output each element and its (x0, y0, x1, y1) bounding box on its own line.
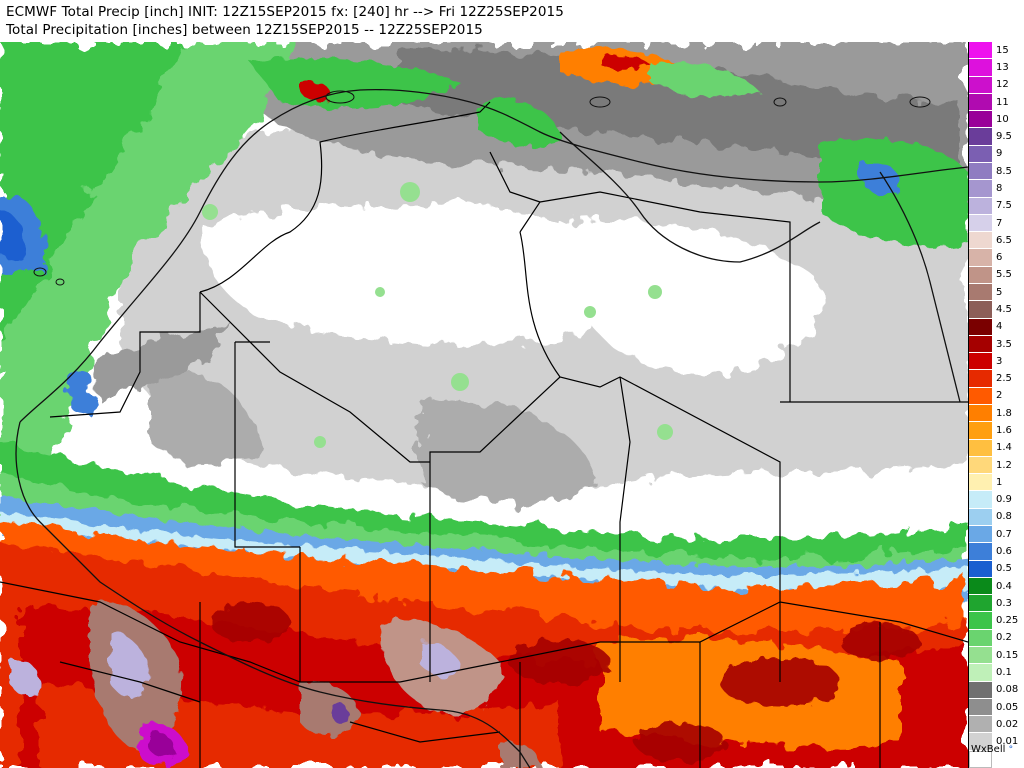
legend-swatch (969, 750, 992, 768)
legend-tick-label: 0.3 (996, 597, 1012, 609)
legend-swatch (969, 163, 992, 181)
legend-tick-label: 0.01 (996, 736, 1019, 748)
scattered-green-spots (202, 182, 673, 448)
legend-swatch (969, 664, 992, 682)
legend-tick-label: 6 (996, 252, 1003, 264)
legend-tick-label: 1 (996, 476, 1003, 488)
legend-swatch (969, 491, 992, 509)
legend-swatch (969, 526, 992, 544)
legend-swatch (969, 197, 992, 215)
legend-tick-label: 3.5 (996, 338, 1012, 350)
legend-tick-label: 0.8 (996, 511, 1012, 523)
legend-tick-label: 2 (996, 390, 1003, 402)
legend-swatch (969, 647, 992, 665)
legend-tick-label: 15 (996, 44, 1009, 56)
legend-swatch (969, 716, 992, 734)
map-header: ECMWF Total Precip [inch] INIT: 12Z15SEP… (0, 0, 968, 42)
extreme-precip-cores (10, 601, 540, 768)
legend-swatch (969, 59, 992, 77)
legend-tick-label: 0.15 (996, 649, 1019, 661)
legend-tick-label: 7 (996, 217, 1003, 229)
map-subtitle: Total Precipitation [inches] between 12Z… (6, 22, 483, 38)
legend-tick-label: 0.08 (996, 684, 1019, 696)
legend-tick-label: 2.5 (996, 373, 1012, 385)
legend-tick-label: 0.9 (996, 494, 1012, 506)
legend-swatch (969, 76, 992, 94)
country-borders (0, 101, 968, 768)
legend-swatch (969, 698, 992, 717)
legend-swatch (969, 577, 992, 596)
legend-swatch (969, 111, 992, 129)
legend-swatch (969, 335, 992, 354)
legend-swatch (969, 456, 992, 475)
legend-tick-label: 7.5 (996, 200, 1012, 212)
wxbell-logo: WxBell ° (971, 744, 1014, 755)
legend-swatch (969, 405, 992, 423)
legend-tick-label: 5 (996, 286, 1003, 298)
legend-tick-label: 0.05 (996, 701, 1019, 713)
legend-tick-label: 8 (996, 182, 1003, 194)
legend-swatch (969, 318, 992, 336)
legend-swatch (969, 439, 992, 457)
legend-tick-label: 1.4 (996, 442, 1012, 454)
legend-swatch (969, 543, 992, 561)
legend-tick-label: 4 (996, 321, 1003, 333)
legend-tick-label: 0.02 (996, 718, 1019, 730)
legend-tick-label: 6.5 (996, 234, 1012, 246)
sahara-light-precip (120, 115, 968, 505)
precipitation-legend: 15 13 12 11 10 9.5 9 8.5 8 7.5 7 6.5 6 5.5 5 4.5 4 3.5 3 2.… (969, 42, 1024, 768)
legend-swatch (969, 508, 992, 526)
legend-swatch (969, 681, 992, 699)
legend-tick-label: 1.6 (996, 424, 1012, 436)
legend-tick-label: 0.7 (996, 528, 1012, 540)
legend-swatch (969, 180, 992, 198)
legend-tick-label: 0.25 (996, 615, 1019, 627)
legend-swatch (969, 128, 992, 146)
legend-swatch (969, 629, 992, 647)
legend-tick-label: 3 (996, 355, 1003, 367)
legend-swatch (969, 232, 992, 250)
brand-text: WxBell (971, 744, 1006, 755)
legend-tick-label: 13 (996, 61, 1009, 73)
legend-swatch (969, 422, 992, 440)
legend-swatch (969, 387, 992, 405)
legend-swatch (969, 249, 992, 267)
legend-tick-label: 9.5 (996, 131, 1012, 143)
legend-swatch (969, 301, 992, 319)
legend-swatch (969, 42, 992, 60)
legend-swatch (969, 145, 992, 163)
legend-tick-label: 0.6 (996, 545, 1012, 557)
legend-tick-label: 1.8 (996, 407, 1012, 419)
legend-tick-label: 0.5 (996, 563, 1012, 575)
map-title: ECMWF Total Precip [inch] INIT: 12Z15SEP… (6, 4, 564, 20)
legend-tick-label: 1.2 (996, 459, 1012, 471)
legend-tick-label: 8.5 (996, 165, 1012, 177)
islands (33, 90, 931, 286)
legend-swatch (969, 266, 992, 284)
legend-swatch (969, 474, 992, 492)
legend-swatch (969, 93, 992, 112)
legend-swatch (969, 733, 992, 751)
precipitation-map[interactable] (0, 42, 969, 768)
legend-swatch (969, 353, 992, 371)
legend-tick-label: 10 (996, 113, 1009, 125)
legend-tick-label: 9 (996, 148, 1003, 160)
mediterranean-green-precip (250, 48, 968, 246)
legend-tick-label: 11 (996, 96, 1009, 108)
legend-swatch (969, 370, 992, 388)
legend-tick-label: 0.2 (996, 632, 1012, 644)
legend-tick-label: 12 (996, 79, 1009, 91)
legend-swatch (969, 595, 992, 613)
legend-tick-label: 5.5 (996, 269, 1012, 281)
legend-tick-label: 0.1 (996, 666, 1012, 678)
legend-tick-label: 0.4 (996, 580, 1012, 592)
legend-tick-label: 4.5 (996, 303, 1012, 315)
legend-swatch (969, 560, 992, 578)
legend-swatch (969, 612, 992, 630)
coastline (15, 88, 968, 768)
legend-swatch (969, 214, 992, 233)
legend-swatch (969, 284, 992, 302)
